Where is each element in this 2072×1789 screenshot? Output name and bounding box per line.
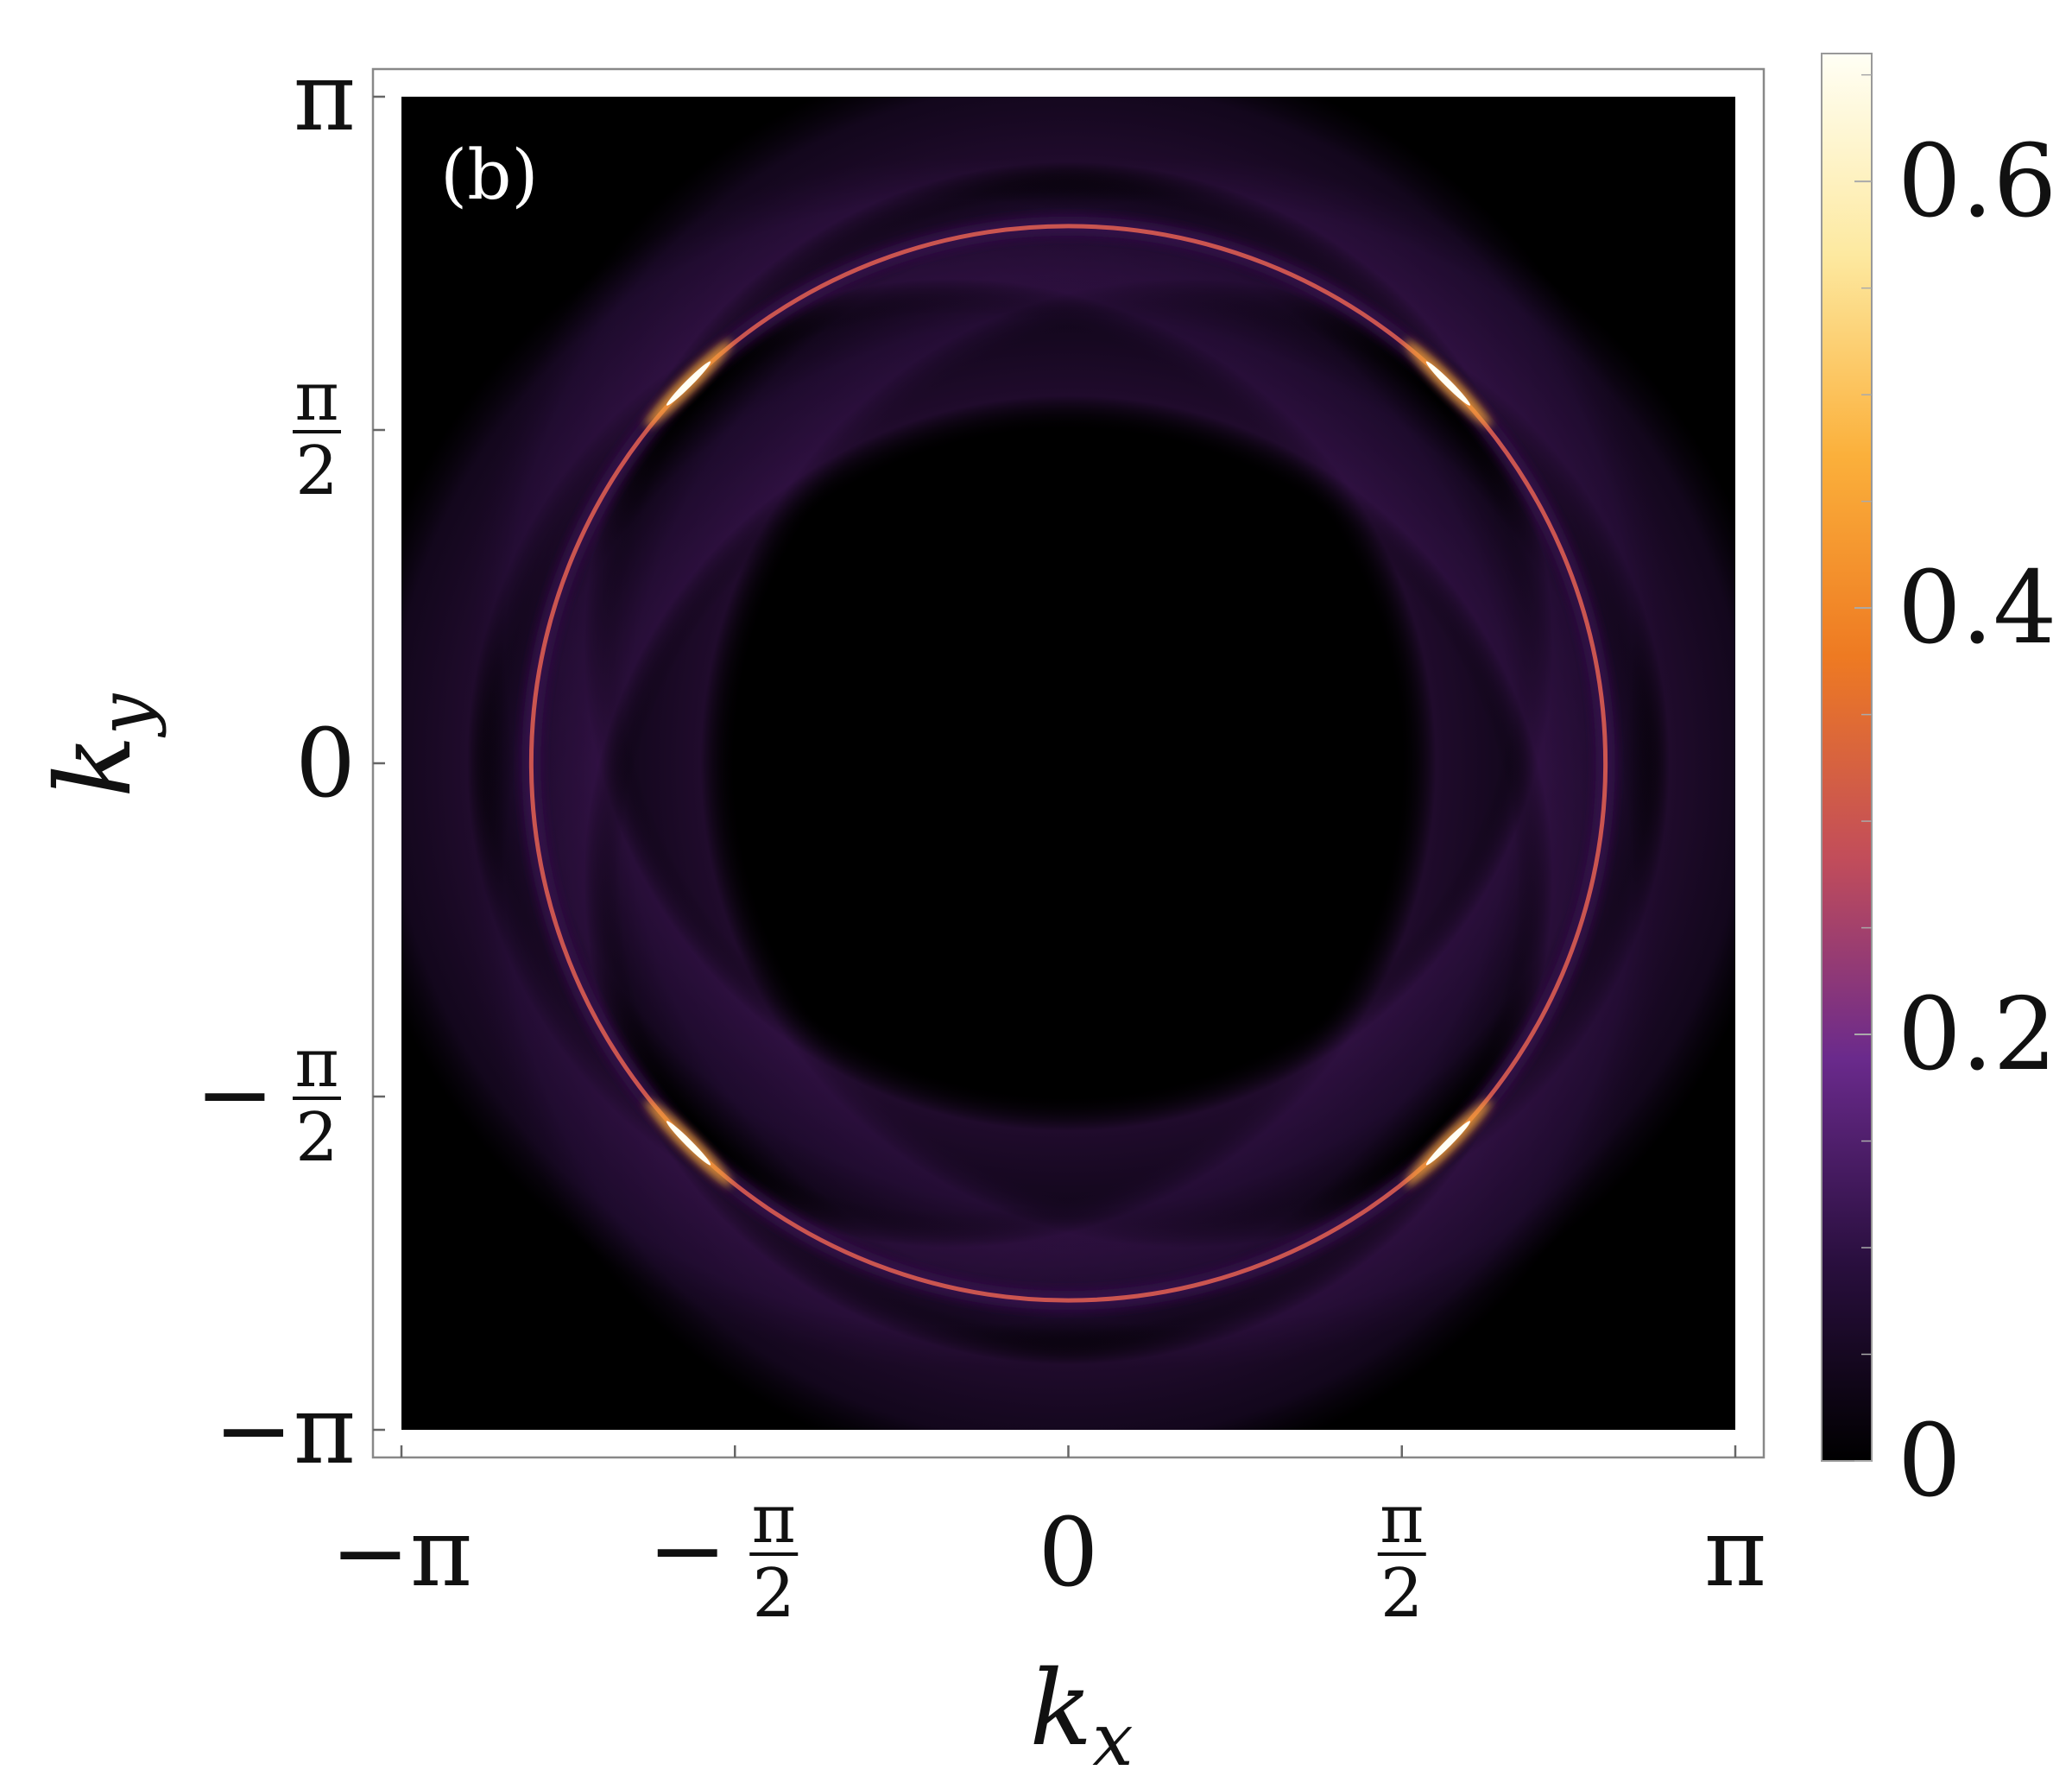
tick-label: −π (331, 1497, 472, 1608)
colorbar-tick-label: 0.6 (1898, 123, 2056, 240)
svg-text:2: 2 (295, 1099, 338, 1177)
svg-text:−: − (648, 1495, 727, 1605)
svg-text:π: π (1704, 1497, 1766, 1608)
ring-hotspots (645, 340, 1492, 1186)
halo-shell (463, 275, 1674, 1430)
halo-shells (401, 97, 1735, 1430)
panel-label: (b) (440, 135, 539, 215)
colorbar: 0 0.2 0.4 0.6 (1821, 53, 2056, 1520)
svg-text:2: 2 (752, 1555, 795, 1633)
main-ring (521, 216, 1615, 1311)
svg-text:0: 0 (295, 708, 356, 819)
colorbar-tick-label: 0 (1898, 1403, 1961, 1520)
svg-text:π: π (294, 1025, 338, 1103)
svg-text:π: π (1380, 1481, 1424, 1558)
tick-label: −π (214, 1375, 356, 1485)
svg-text:−π: −π (331, 1497, 472, 1608)
colorbar-tick-label: 0.4 (1898, 550, 2056, 667)
hotspot (1425, 1121, 1471, 1166)
svg-text:π: π (752, 1481, 796, 1558)
svg-text:π: π (294, 358, 338, 436)
tick-label: π (1704, 1497, 1766, 1608)
svg-text:2: 2 (295, 433, 338, 510)
hotspot (666, 1121, 711, 1166)
tick-label: − π2 (195, 1025, 341, 1177)
y-axis-title: ky (35, 692, 167, 798)
tick-label: π (294, 41, 356, 152)
heatmap-layer (401, 97, 1735, 1430)
svg-text:0: 0 (1039, 1497, 1099, 1608)
x-axis-title: kx (1030, 1649, 1134, 1782)
tick-label: π2 (293, 358, 341, 510)
hotspot (666, 361, 711, 406)
tick-label: 0 (1039, 1497, 1099, 1608)
tick-label: π2 (1377, 1481, 1426, 1633)
tick-label: − π2 (648, 1481, 799, 1633)
colorbar-ticks: 0 0.2 0.4 0.6 (1854, 73, 2056, 1520)
svg-text:−π: −π (214, 1375, 356, 1485)
ring-line (528, 224, 1608, 1303)
svg-text:−: − (195, 1039, 275, 1149)
svg-text:2: 2 (1380, 1555, 1424, 1633)
svg-text:π: π (294, 41, 356, 152)
hotspot (1425, 361, 1471, 406)
colorbar-tick-label: 0.2 (1898, 977, 2056, 1093)
colorbar-gradient-bar (1821, 53, 1873, 1462)
tick-label: 0 (295, 708, 356, 819)
x-axis: −π − π2 0 π2 π (331, 1445, 1766, 1633)
